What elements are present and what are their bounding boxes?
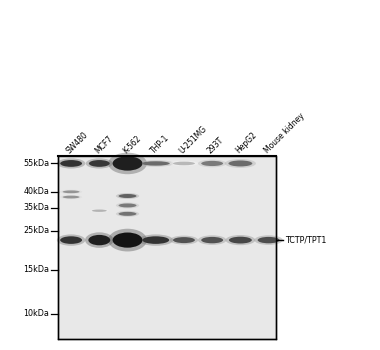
Ellipse shape	[116, 202, 139, 209]
Ellipse shape	[198, 235, 226, 245]
Ellipse shape	[60, 195, 82, 199]
Ellipse shape	[170, 236, 198, 245]
Ellipse shape	[119, 203, 136, 208]
Ellipse shape	[142, 161, 170, 166]
Ellipse shape	[92, 210, 107, 212]
Ellipse shape	[229, 237, 252, 244]
Text: 15kDa: 15kDa	[23, 265, 49, 274]
Ellipse shape	[112, 156, 142, 171]
Ellipse shape	[225, 235, 255, 245]
Text: MCF7: MCF7	[93, 134, 114, 155]
Ellipse shape	[258, 237, 280, 243]
Text: Mouse kidney: Mouse kidney	[262, 111, 306, 155]
Ellipse shape	[89, 160, 110, 167]
Ellipse shape	[138, 234, 173, 246]
Text: 10kDa: 10kDa	[23, 309, 49, 318]
Ellipse shape	[112, 232, 142, 248]
Text: SW480: SW480	[65, 130, 90, 155]
Ellipse shape	[225, 159, 256, 168]
Ellipse shape	[119, 194, 136, 198]
Ellipse shape	[116, 193, 139, 199]
Ellipse shape	[86, 158, 113, 169]
Ellipse shape	[57, 158, 86, 169]
Text: TCTP/TPT1: TCTP/TPT1	[285, 236, 326, 245]
Text: 40kDa: 40kDa	[23, 187, 49, 196]
Ellipse shape	[119, 212, 136, 216]
Ellipse shape	[201, 161, 223, 166]
Ellipse shape	[116, 211, 139, 217]
Text: 293T: 293T	[206, 135, 226, 155]
Ellipse shape	[63, 196, 79, 198]
Ellipse shape	[138, 160, 174, 167]
Ellipse shape	[173, 237, 195, 243]
Ellipse shape	[57, 234, 86, 246]
Ellipse shape	[63, 190, 79, 193]
Ellipse shape	[60, 160, 82, 167]
Ellipse shape	[142, 236, 169, 244]
Text: 35kDa: 35kDa	[23, 203, 49, 212]
Ellipse shape	[201, 237, 223, 243]
FancyBboxPatch shape	[58, 156, 276, 339]
Ellipse shape	[90, 209, 109, 212]
Ellipse shape	[60, 236, 82, 244]
Ellipse shape	[170, 161, 198, 166]
Ellipse shape	[108, 153, 147, 174]
Text: THP-1: THP-1	[149, 133, 171, 155]
Ellipse shape	[85, 232, 114, 248]
Text: 25kDa: 25kDa	[23, 226, 49, 235]
Ellipse shape	[198, 160, 226, 167]
Ellipse shape	[228, 160, 252, 167]
Ellipse shape	[60, 190, 82, 194]
Ellipse shape	[173, 162, 195, 165]
Ellipse shape	[108, 229, 147, 251]
Ellipse shape	[254, 235, 283, 245]
Ellipse shape	[89, 235, 110, 245]
Text: U-251MG: U-251MG	[177, 124, 209, 155]
Text: 55kDa: 55kDa	[23, 159, 49, 168]
Text: HepG2: HepG2	[234, 131, 259, 155]
Text: K-562: K-562	[121, 133, 143, 155]
